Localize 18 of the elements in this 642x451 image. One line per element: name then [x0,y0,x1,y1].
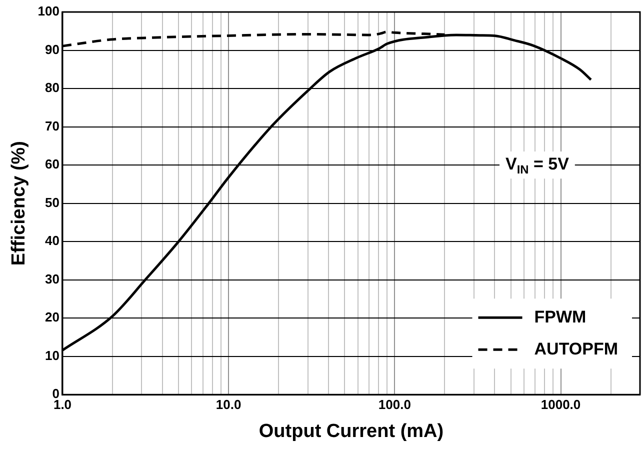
x-axis-title: Output Current (mA) [258,420,444,442]
y-axis-title: Efficiency (%) [8,141,30,266]
legend-label: FPWM [534,307,586,326]
y-tick-label: 40 [45,233,60,248]
y-tick-label: 90 [45,42,60,57]
y-tick-label: 30 [45,271,60,286]
y-tick-label: 10 [45,348,60,363]
x-tick-label: 100.0 [378,396,411,412]
x-tick-label: 1000.0 [540,396,581,412]
y-tick-label: 100 [38,4,60,19]
y-tick-label: 0 [52,386,60,402]
legend-label: AUTOPFM [534,339,618,358]
y-tick-label: 70 [45,118,60,134]
y-tick-label: 80 [45,80,60,96]
y-tick-label: 20 [45,310,60,325]
x-tick-label: 10.0 [216,396,242,412]
y-tick-label: 50 [45,194,60,210]
y-tick-label: 60 [45,156,60,172]
